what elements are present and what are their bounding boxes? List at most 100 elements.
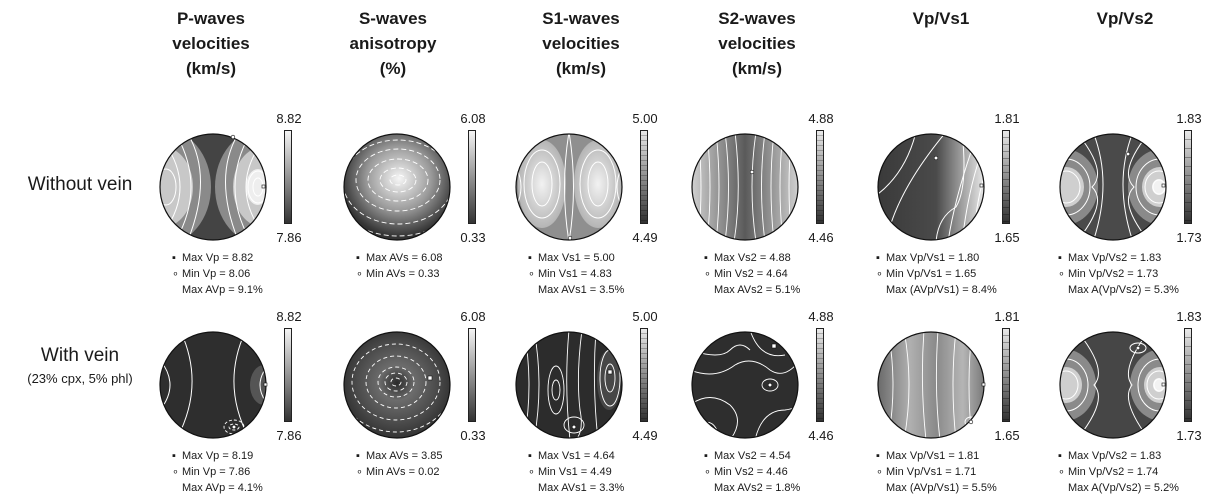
stat-min: Min Vp/Vs1 = 1.71 [886,466,977,478]
header-p-wave-velocities: P-waves velocities (km/s) [136,6,286,81]
max-symbol: ▪ [876,450,880,462]
pole-figure-vp-vs1-with-vein [877,331,986,439]
stats-s2-waves-with-vein: ▪ Max Vs2 = 4.54 ∘ Min Vs2 = 4.46 Max AVs2… [704,448,879,496]
max-symbol: ▪ [356,450,360,462]
stat-min: Min Vs1 = 4.83 [538,268,612,280]
scale-max-label: 1.81 [994,111,1020,126]
scale-max-label: 1.83 [1176,111,1202,126]
stat-max: Max Vp = 8.82 [182,252,254,264]
stat-anisotropy: Max AVs1 = 3.5% [538,284,625,296]
header-line: (km/s) [185,59,237,78]
row-label-text: Without vein [27,174,133,195]
scale-bar [1002,328,1010,422]
max-symbol: ▪ [356,252,360,264]
scale-bar [816,130,824,224]
color-scale-vp-vs2-without-vein: 1.83 1.73 [1172,111,1206,245]
stat-anisotropy: Max AVs2 = 1.8% [714,482,801,494]
stats-s1-waves-with-vein: ▪ Max Vs1 = 4.64 ∘ Min Vs1 = 4.49 Max AVs1… [528,448,703,496]
pole-figure-p-waves-without-vein [159,133,267,241]
stats-s2-waves-without-vein: ▪ Max Vs2 = 4.88 ∘ Min Vs2 = 4.64 Max AVs2… [704,250,879,298]
scale-min-label: 4.49 [632,428,658,443]
stats-vp-vs2-with-vein: ▪ Max Vp/Vs2 = 1.83 ∘ Min Vp/Vs2 = 1.74 Ma… [1058,448,1224,496]
stat-max: Max Vp/Vs2 = 1.83 [1068,252,1162,264]
color-scale-s2-waves-without-vein: 4.88 4.46 [804,111,838,245]
scale-min-label: 4.49 [632,230,658,245]
scale-bar [1184,130,1192,224]
max-symbol: ▪ [1058,450,1062,462]
scale-min-label: 1.73 [1176,230,1202,245]
stat-min: Min Vp = 7.86 [182,466,251,478]
scale-min-label: 4.46 [808,230,834,245]
header-s-wave-anisotropy: S-waves anisotropy (%) [318,6,468,81]
header-line: velocities [172,34,250,53]
stat-anisotropy: Max AVp = 9.1% [182,284,263,296]
stats-p-waves-without-vein: ▪ Max Vp = 8.82 ∘ Min Vp = 8.06 Max AVp = … [172,250,347,298]
scale-bar [640,328,648,422]
stat-max: Max Vs1 = 5.00 [538,252,615,264]
stat-max: Max Vp/Vs1 = 1.80 [886,252,980,264]
header-line: (km/s) [731,59,783,78]
header-line: Vp/Vs2 [1096,9,1154,28]
stats-s-waves-without-vein: ▪ Max AVs = 6.08 ∘ Min AVs = 0.33 [356,250,531,282]
header-s1-wave-velocities: S1-waves velocities (km/s) [506,6,656,81]
scale-max-label: 6.08 [460,111,486,126]
scale-bar [1002,130,1010,224]
stats-p-waves-with-vein: ▪ Max Vp = 8.19 ∘ Min Vp = 7.86 Max AVp = … [172,448,347,496]
color-scale-s-waves-with-vein: 6.08 0.33 [456,309,490,443]
scale-min-label: 0.33 [460,230,486,245]
stat-min: Min Vp/Vs2 = 1.74 [1068,466,1159,478]
row-label-with-vein: With vein (23% cpx, 5% phl) [0,345,160,386]
scale-max-label: 1.81 [994,309,1020,324]
header-s2-wave-velocities: S2-waves velocities (km/s) [682,6,832,81]
stat-min: Min Vs2 = 4.64 [714,268,788,280]
stat-max: Max Vp/Vs1 = 1.81 [886,450,980,462]
pole-figure-s1-waves-with-vein [515,331,623,439]
stat-anisotropy: Max A(Vp/Vs2) = 5.3% [1068,284,1179,296]
stat-anisotropy: Max A(Vp/Vs2) = 5.2% [1068,482,1179,494]
max-symbol: ▪ [528,450,532,462]
stats-vp-vs2-without-vein: ▪ Max Vp/Vs2 = 1.83 ∘ Min Vp/Vs2 = 1.73 Ma… [1058,250,1224,298]
stat-min: Min Vs2 = 4.46 [714,466,788,478]
scale-min-label: 1.65 [994,230,1020,245]
header-line: P-waves [176,9,246,28]
stat-anisotropy: Max AVp = 4.1% [182,482,263,494]
stat-min: Min Vp/Vs2 = 1.73 [1068,268,1159,280]
max-symbol: ▪ [528,252,532,264]
color-scale-s1-waves-without-vein: 5.00 4.49 [628,111,662,245]
min-symbol: ∘ [172,268,179,280]
stat-min: Min Vs1 = 4.49 [538,466,612,478]
pole-figure-vp-vs1-without-vein [877,133,985,241]
scale-bar [284,328,292,422]
stat-min: Min AVs = 0.02 [366,466,440,478]
min-symbol: ∘ [356,268,363,280]
color-scale-s-waves-without-vein: 6.08 0.33 [456,111,490,245]
stat-min: Min AVs = 0.33 [366,268,440,280]
min-symbol: ∘ [1058,268,1065,280]
header-line: (%) [379,59,407,78]
stats-s1-waves-without-vein: ▪ Max Vs1 = 5.00 ∘ Min Vs1 = 4.83 Max AVs1… [528,250,703,298]
header-line: velocities [542,34,620,53]
color-scale-p-waves-with-vein: 8.82 7.86 [272,309,306,443]
pole-figure-s2-waves-with-vein [691,331,799,439]
stat-max: Max Vp = 8.19 [182,450,254,462]
stat-min: Min Vp = 8.06 [182,268,251,280]
max-symbol: ▪ [1058,252,1062,264]
row-sublabel-text: (23% cpx, 5% phl) [27,371,133,386]
row-label-text: With vein [40,345,120,366]
scale-min-label: 4.46 [808,428,834,443]
color-scale-vp-vs2-with-vein: 1.83 1.73 [1172,309,1206,443]
min-symbol: ∘ [172,466,179,478]
color-scale-s2-waves-with-vein: 4.88 4.46 [804,309,838,443]
stat-anisotropy: Max AVs1 = 3.3% [538,482,625,494]
scale-min-label: 7.86 [276,230,302,245]
scale-min-label: 1.73 [1176,428,1202,443]
max-symbol: ▪ [876,252,880,264]
pole-figure-vp-vs2-without-vein [1059,133,1167,241]
header-line: velocities [718,34,796,53]
min-symbol: ∘ [704,466,711,478]
stat-max: Max Vp/Vs2 = 1.83 [1068,450,1162,462]
pole-figure-s-waves-with-vein [343,331,451,439]
scale-max-label: 5.00 [632,309,658,324]
header-line: Vp/Vs1 [912,9,970,28]
pole-figure-p-waves-with-vein [159,331,268,439]
